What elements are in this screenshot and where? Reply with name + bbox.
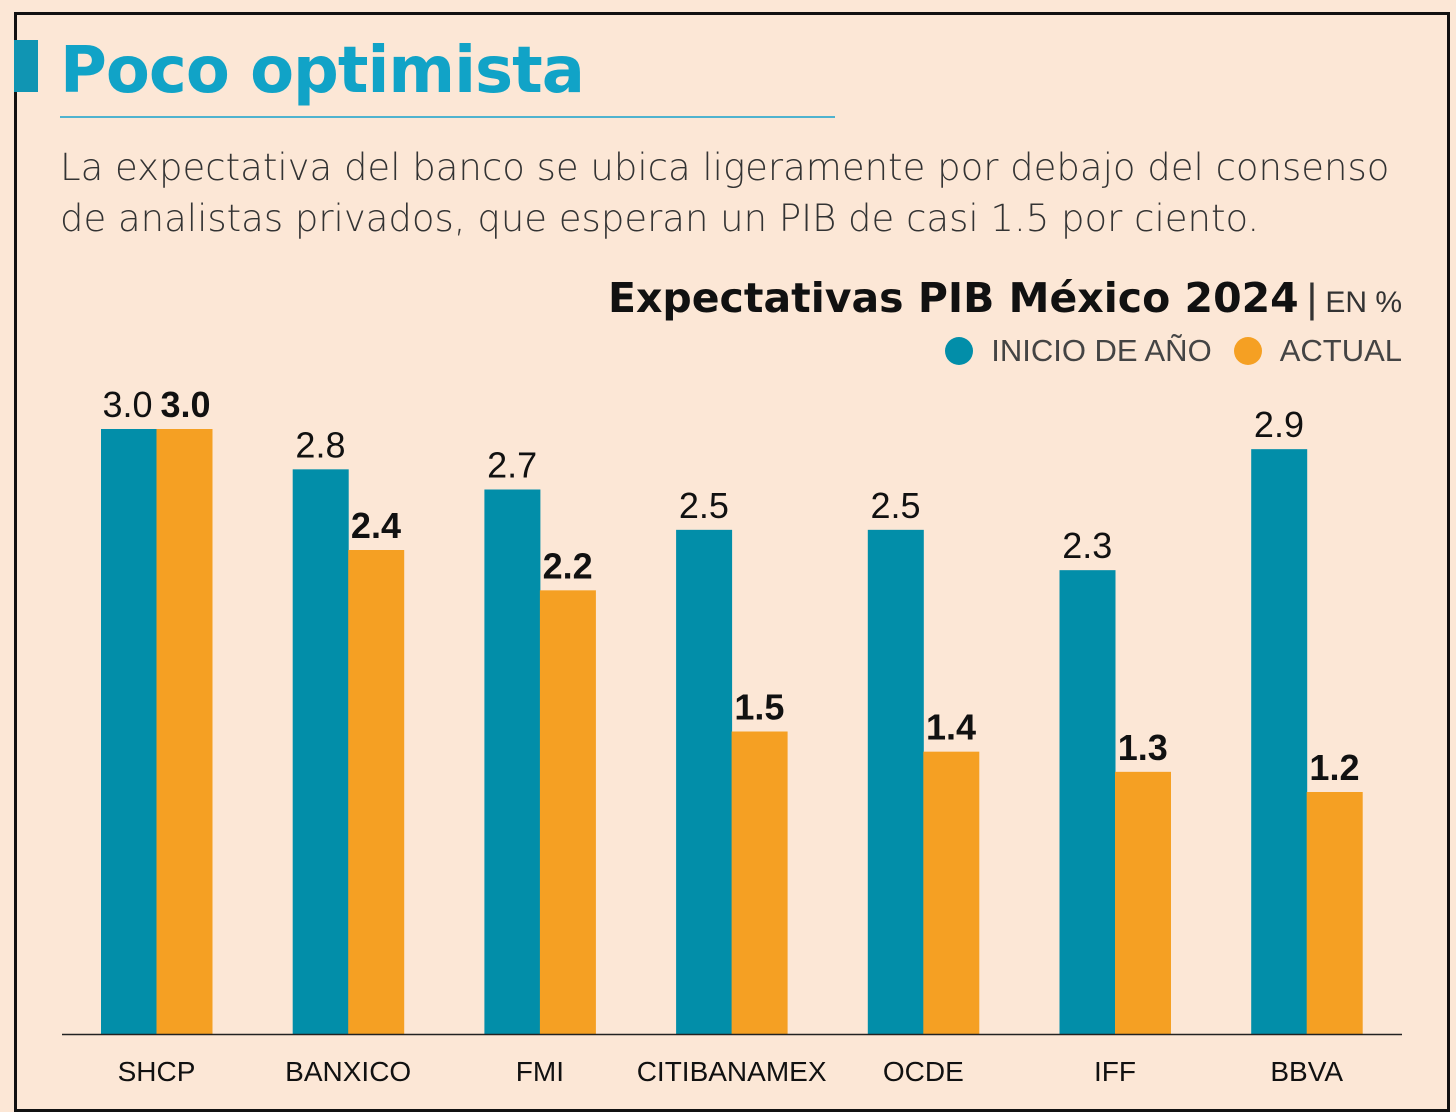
value-label-fmi-inicio: 2.7 (487, 445, 537, 486)
x-tick-label-ocde: OCDE (883, 1056, 964, 1087)
title-divider (60, 116, 835, 118)
x-tick-label-fmi: FMI (516, 1056, 564, 1087)
x-tick-label-shcp: SHCP (118, 1056, 196, 1087)
bar-iff-actual (1115, 771, 1171, 1034)
x-tick-label-bbva: BBVA (1270, 1056, 1343, 1087)
chart-legend: INICIO DE AÑO ACTUAL (945, 330, 1402, 372)
value-label-iff-actual: 1.3 (1118, 727, 1168, 768)
value-label-iff-inicio: 2.3 (1062, 525, 1112, 566)
value-label-bbva-inicio: 2.9 (1254, 404, 1304, 445)
bar-ocde-inicio (867, 529, 924, 1034)
x-tick-label-iff: IFF (1094, 1056, 1136, 1087)
bar-fmi-inicio (484, 489, 541, 1034)
value-label-citibanamex-inicio: 2.5 (679, 485, 729, 526)
bar-shcp-actual (156, 429, 213, 1034)
value-label-shcp-inicio: 3.0 (102, 384, 152, 425)
value-label-banxico-actual: 2.4 (351, 505, 401, 546)
bar-iff-inicio (1059, 570, 1116, 1034)
bar-banxico-inicio (292, 469, 349, 1034)
legend-swatch-actual (1233, 337, 1262, 365)
value-label-fmi-actual: 2.2 (543, 545, 593, 586)
value-label-citibanamex-actual: 1.5 (734, 687, 784, 728)
bar-shcp-inicio (101, 429, 157, 1034)
value-label-ocde-actual: 1.4 (926, 707, 976, 748)
bar-citibanamex-actual (731, 731, 788, 1034)
chart-unit: EN % (1325, 286, 1402, 319)
bar-fmi-actual (539, 590, 596, 1034)
x-tick-label-citibanamex: CITIBANAMEX (637, 1056, 827, 1087)
subtitle: La expectativa del banco se ubica ligera… (60, 146, 1390, 240)
value-label-shcp-actual: 3.0 (161, 384, 211, 425)
chart-title: Expectativas PIB México 2024 | EN % (608, 272, 1402, 329)
value-label-bbva-actual: 1.2 (1309, 747, 1359, 788)
value-label-banxico-inicio: 2.8 (295, 424, 345, 465)
chart-title-text: Expectativas PIB México 2024 (607, 274, 1299, 322)
legend-swatch-inicio (945, 337, 974, 365)
legend-label-inicio: INICIO DE AÑO (991, 333, 1212, 368)
value-label-ocde-inicio: 2.5 (871, 485, 921, 526)
legend-item-actual: ACTUAL (1233, 333, 1402, 369)
page-title: Poco optimista (60, 34, 585, 108)
bar-citibanamex-inicio (676, 529, 733, 1034)
bar-banxico-actual (348, 550, 405, 1034)
legend-label-actual: ACTUAL (1279, 333, 1402, 368)
bar-bbva-actual (1306, 792, 1363, 1034)
bar-bbva-inicio (1251, 449, 1308, 1035)
legend-item-inicio: INICIO DE AÑO (945, 333, 1212, 369)
bar-ocde-actual (923, 751, 980, 1034)
x-tick-label-banxico: BANXICO (285, 1056, 411, 1087)
title-accent-bar (14, 40, 38, 92)
title-separator: | (1306, 275, 1318, 321)
